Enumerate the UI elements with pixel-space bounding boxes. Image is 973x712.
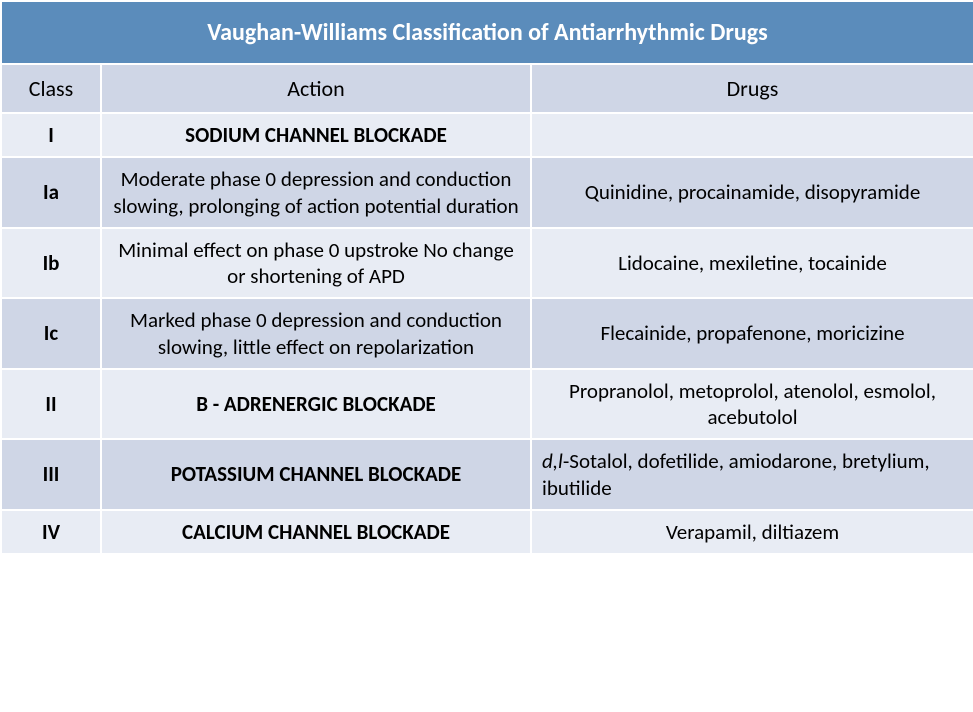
action-cell: B - ADRENERGIC BLOCKADE [101,369,531,440]
column-header: Drugs [531,64,973,113]
table-row: ISODIUM CHANNEL BLOCKADE [1,113,973,157]
class-cell: III [1,439,101,510]
drugs-cell: d,l-Sotalol, dofetilide, amiodarone, bre… [531,439,973,510]
classification-table: Vaughan-Williams Classification of Antia… [0,0,973,555]
table-row: IVCALCIUM CHANNEL BLOCKADEVerapamil, dil… [1,510,973,554]
table-row: IcMarked phase 0 depression and conducti… [1,298,973,369]
drugs-italic-prefix: d,l [542,448,563,474]
drugs-cell: Flecainide, propafenone, moricizine [531,298,973,369]
action-cell: CALCIUM CHANNEL BLOCKADE [101,510,531,554]
table-row: IIB - ADRENERGIC BLOCKADEPropranolol, me… [1,369,973,440]
table-row: IaModerate phase 0 depression and conduc… [1,157,973,228]
class-cell: II [1,369,101,440]
class-cell: Ia [1,157,101,228]
column-header: Class [1,64,101,113]
drugs-cell: Quinidine, procainamide, disopyramide [531,157,973,228]
class-cell: Ib [1,228,101,299]
class-cell: Ic [1,298,101,369]
table-container: Vaughan-Williams Classification of Antia… [0,0,973,555]
drugs-cell: Lidocaine, mexiletine, tocainide [531,228,973,299]
action-cell: Minimal effect on phase 0 upstroke No ch… [101,228,531,299]
drugs-cell [531,113,973,157]
class-cell: IV [1,510,101,554]
action-cell: Moderate phase 0 depression and conducti… [101,157,531,228]
table-title: Vaughan-Williams Classification of Antia… [1,1,973,64]
class-cell: I [1,113,101,157]
action-cell: POTASSIUM CHANNEL BLOCKADE [101,439,531,510]
drugs-cell: Verapamil, diltiazem [531,510,973,554]
drugs-cell: Propranolol, metoprolol, atenolol, esmol… [531,369,973,440]
column-header: Action [101,64,531,113]
table-row: IbMinimal effect on phase 0 upstroke No … [1,228,973,299]
table-row: IIIPOTASSIUM CHANNEL BLOCKADEd,l-Sotalol… [1,439,973,510]
action-cell: SODIUM CHANNEL BLOCKADE [101,113,531,157]
action-cell: Marked phase 0 depression and conduction… [101,298,531,369]
drugs-rest: -Sotalol, dofetilide, amiodarone, bretyl… [542,448,930,500]
